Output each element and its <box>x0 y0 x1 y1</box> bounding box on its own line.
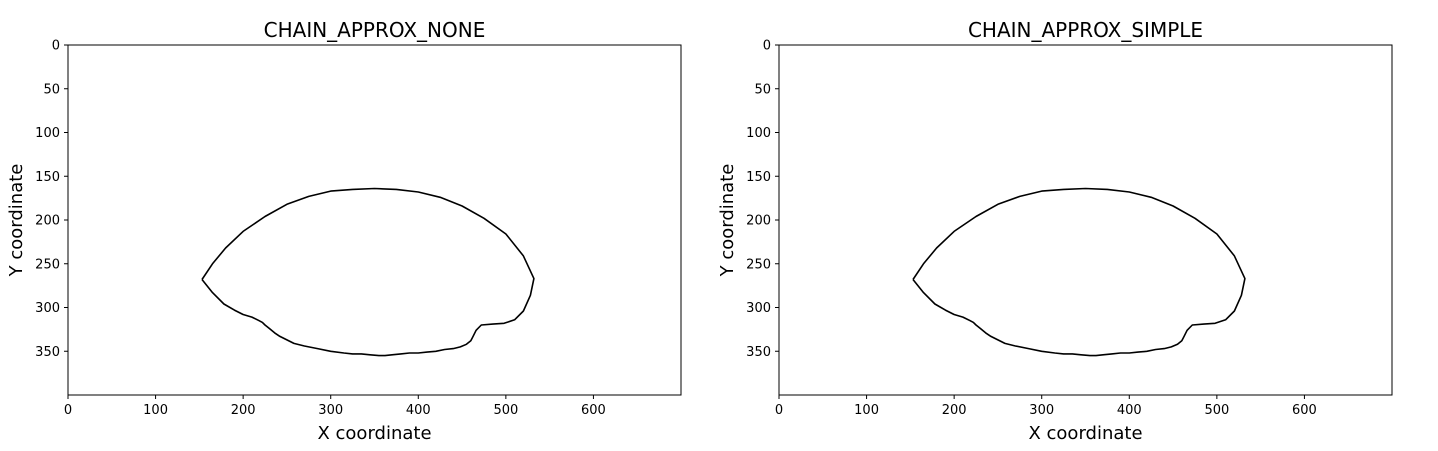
chart-panel-none: CHAIN_APPROX_NONE 0 100 200 300 400 500 600 0 50 1… <box>6 18 682 444</box>
plot-area-frame <box>778 44 1393 396</box>
x-tick-label: 300 <box>1029 403 1054 418</box>
x-tick-label: 0 <box>64 403 72 418</box>
y-tick-label: 100 <box>35 126 60 141</box>
y-tick-label: 300 <box>35 301 60 316</box>
y-tick-label: 200 <box>746 214 771 229</box>
y-tick-label: 250 <box>35 257 60 272</box>
y-tick-label: 350 <box>35 345 60 360</box>
x-tick-label: 100 <box>143 403 168 418</box>
x-axis-label: X coordinate <box>1028 423 1142 444</box>
contour-series-line <box>912 187 1246 357</box>
x-tick-label: 400 <box>406 403 431 418</box>
plot-area-frame <box>67 44 682 396</box>
x-tick-label: 600 <box>1292 403 1317 418</box>
y-tick-label: 200 <box>35 214 60 229</box>
chart-panel-simple: CHAIN_APPROX_SIMPLE 0 100 200 300 400 500 600 0 5… <box>717 18 1393 444</box>
y-tick-label: 0 <box>52 39 60 54</box>
x-axis-label: X coordinate <box>317 423 431 444</box>
y-tick-label: 150 <box>746 170 771 185</box>
x-tick-label: 0 <box>775 403 783 418</box>
x-tick-label: 200 <box>942 403 967 418</box>
y-tick-label: 50 <box>43 82 60 97</box>
y-tick-label: 50 <box>754 82 771 97</box>
contour-series-line <box>201 187 535 357</box>
y-tick-label: 350 <box>746 345 771 360</box>
chart-title: CHAIN_APPROX_SIMPLE <box>968 18 1203 42</box>
y-axis-label: Y coordinate <box>6 164 27 278</box>
x-tick-label: 500 <box>1204 403 1229 418</box>
y-tick-label: 100 <box>746 126 771 141</box>
chart-title: CHAIN_APPROX_NONE <box>264 18 486 42</box>
y-tick-label: 0 <box>763 39 771 54</box>
x-tick-label: 600 <box>581 403 606 418</box>
y-axis-label: Y coordinate <box>717 164 738 278</box>
x-tick-label: 200 <box>231 403 256 418</box>
y-tick-label: 150 <box>35 170 60 185</box>
y-tick-label: 250 <box>746 257 771 272</box>
x-tick-label: 300 <box>318 403 343 418</box>
x-tick-label: 500 <box>493 403 518 418</box>
x-tick-label: 100 <box>854 403 879 418</box>
y-tick-label: 300 <box>746 301 771 316</box>
x-tick-label: 400 <box>1117 403 1142 418</box>
